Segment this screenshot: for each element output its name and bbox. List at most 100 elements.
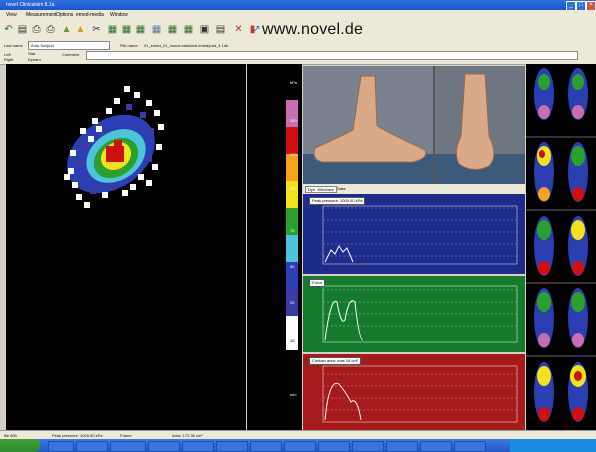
thumb-row-5[interactable] [534, 362, 588, 422]
comment-label: Comment [62, 52, 80, 57]
tab-data[interactable]: Data [337, 186, 346, 191]
taskbar-item-13[interactable] [454, 441, 486, 452]
dynamic-option[interactable]: Dynam [28, 57, 41, 62]
print-icon[interactable]: ⎙ [32, 24, 41, 35]
analysis-3-icon[interactable]: ▦ [135, 24, 146, 35]
force-chart [322, 285, 518, 343]
print-preview-icon[interactable]: ⎙ [46, 24, 55, 35]
menu-options[interactable]: Options [56, 12, 74, 18]
scale-label-unit: kPa [290, 80, 297, 85]
export-icon[interactable]: ▤ [215, 24, 226, 35]
window-title: novel Clinicalsim 8.1a [6, 2, 55, 8]
tools-icon[interactable]: ✕ [234, 24, 243, 35]
analysis-1-icon[interactable]: ▦ [107, 24, 118, 35]
info-bar: Last name Auto Subject File name 01_emed… [0, 40, 596, 65]
thumb-row-1[interactable] [534, 68, 588, 120]
taskbar-item-3[interactable] [110, 441, 146, 452]
scale-band-5 [286, 208, 298, 235]
scale-band-4 [286, 181, 298, 208]
footprint-thumbnails [526, 64, 596, 430]
file-value: 01_emed_01_nomal standard emed/pad_4.1db [144, 43, 229, 48]
taskbar-item-7[interactable] [250, 441, 282, 452]
pressure-color-scale [286, 100, 298, 350]
taskbar-item-5[interactable] [182, 441, 214, 452]
sensor-edge-cells [64, 86, 164, 208]
website-url[interactable]: www.novel.de [262, 21, 364, 38]
thumb-row-2[interactable] [534, 142, 588, 202]
thumbnails-svg [526, 68, 596, 422]
scale-band-9 [286, 316, 298, 350]
book-icon[interactable]: ▮ [249, 24, 256, 35]
scale-label-1: 200 [290, 118, 297, 123]
comment-field[interactable] [86, 51, 578, 60]
tab-dyn-windows[interactable]: Dyn. Windows [305, 186, 337, 193]
pressure-map-panel[interactable] [6, 64, 246, 430]
thumb-row-4[interactable] [534, 288, 588, 348]
link-icon: ↗ [252, 24, 261, 35]
taskbar-item-9[interactable] [318, 441, 350, 452]
taskbar-item-12[interactable] [420, 441, 452, 452]
taskbar-item-8[interactable] [284, 441, 316, 452]
contact-area-chart [322, 365, 518, 423]
analysis-6-icon[interactable]: ▦ [183, 24, 194, 35]
analysis-2-icon[interactable]: ▦ [121, 24, 132, 35]
scale-label-min: min [290, 392, 297, 397]
taskbar [0, 439, 596, 452]
analysis-5-icon[interactable]: ▦ [167, 24, 178, 35]
sensor-low-cells [78, 104, 154, 194]
thumb-row-3[interactable] [534, 216, 588, 276]
force-curve [324, 300, 364, 341]
foot-right-icon[interactable]: ▲ [75, 24, 86, 35]
menu-window[interactable]: Window [110, 12, 128, 18]
peak-pressure-curve [324, 245, 354, 263]
undo-icon[interactable]: ↶ [4, 24, 13, 35]
scale-label-6: 25 [290, 300, 295, 305]
foot-rear-view [455, 73, 495, 170]
contact-area-plot[interactable]: Contact area: max 18 cm² [303, 354, 525, 430]
peak-pressure-chart [322, 205, 518, 265]
menu-emed-media[interactable]: emed-media [76, 12, 104, 18]
peak-pressure-plot-title: Peak pressure: 1000.00 kPa [309, 197, 366, 205]
taskbar-item-4[interactable] [148, 441, 180, 452]
force-plot[interactable]: Force [303, 276, 525, 352]
peak-pressure-plot[interactable]: Peak pressure: 1000.00 kPa [303, 194, 525, 274]
system-tray [510, 439, 596, 452]
scale-label-7: 10 [290, 338, 295, 343]
foot-left-icon[interactable]: ▲ [61, 24, 72, 35]
foot-photos-svg [303, 66, 525, 184]
contact-area-curve [324, 382, 362, 421]
scale-label-3: 100 [290, 186, 297, 191]
scale-label-5: 50 [290, 264, 295, 269]
taskbar-item-2[interactable] [76, 441, 108, 452]
measure-icon[interactable]: ✂ [92, 24, 101, 35]
scale-band-7 [286, 262, 298, 289]
scale-label-2: 150 [290, 152, 297, 157]
taskbar-item-1[interactable] [48, 441, 74, 452]
scale-label-4: 75 [290, 228, 295, 233]
name-label: Last name [4, 43, 23, 48]
menu-view[interactable]: View [6, 12, 17, 18]
pressure-map-svg [64, 86, 164, 208]
status-file: file 800 [4, 433, 17, 438]
scale-band-2 [286, 127, 298, 154]
title-bar: novel Clinicalsim 8.1a _ □ × [0, 0, 596, 11]
scale-band-6 [286, 235, 298, 262]
scale-band-3 [286, 154, 298, 181]
taskbar-item-10[interactable] [352, 441, 384, 452]
static-option[interactable]: Stat [28, 51, 36, 56]
force-plot-title: Force [309, 279, 326, 287]
file-label: File name [120, 43, 138, 48]
report-icon[interactable]: ▣ [199, 24, 210, 35]
foot-side-view [313, 75, 427, 163]
foot-photos [303, 66, 525, 184]
start-button[interactable] [0, 439, 40, 452]
taskbar-item-11[interactable] [386, 441, 418, 452]
analysis-4-icon[interactable]: ▦ [151, 24, 162, 35]
status-area: Area: 172.35 cm² [172, 433, 203, 438]
menu-measurement[interactable]: Measurement [26, 12, 57, 18]
plot-tabs: Dyn. Windows Data [303, 184, 525, 194]
contact-area-plot-title: Contact area: max 18 cm² [309, 357, 362, 365]
save-icon[interactable]: ▤ [17, 24, 28, 35]
taskbar-item-6[interactable] [216, 441, 248, 452]
name-field[interactable]: Auto Subject [28, 41, 110, 50]
